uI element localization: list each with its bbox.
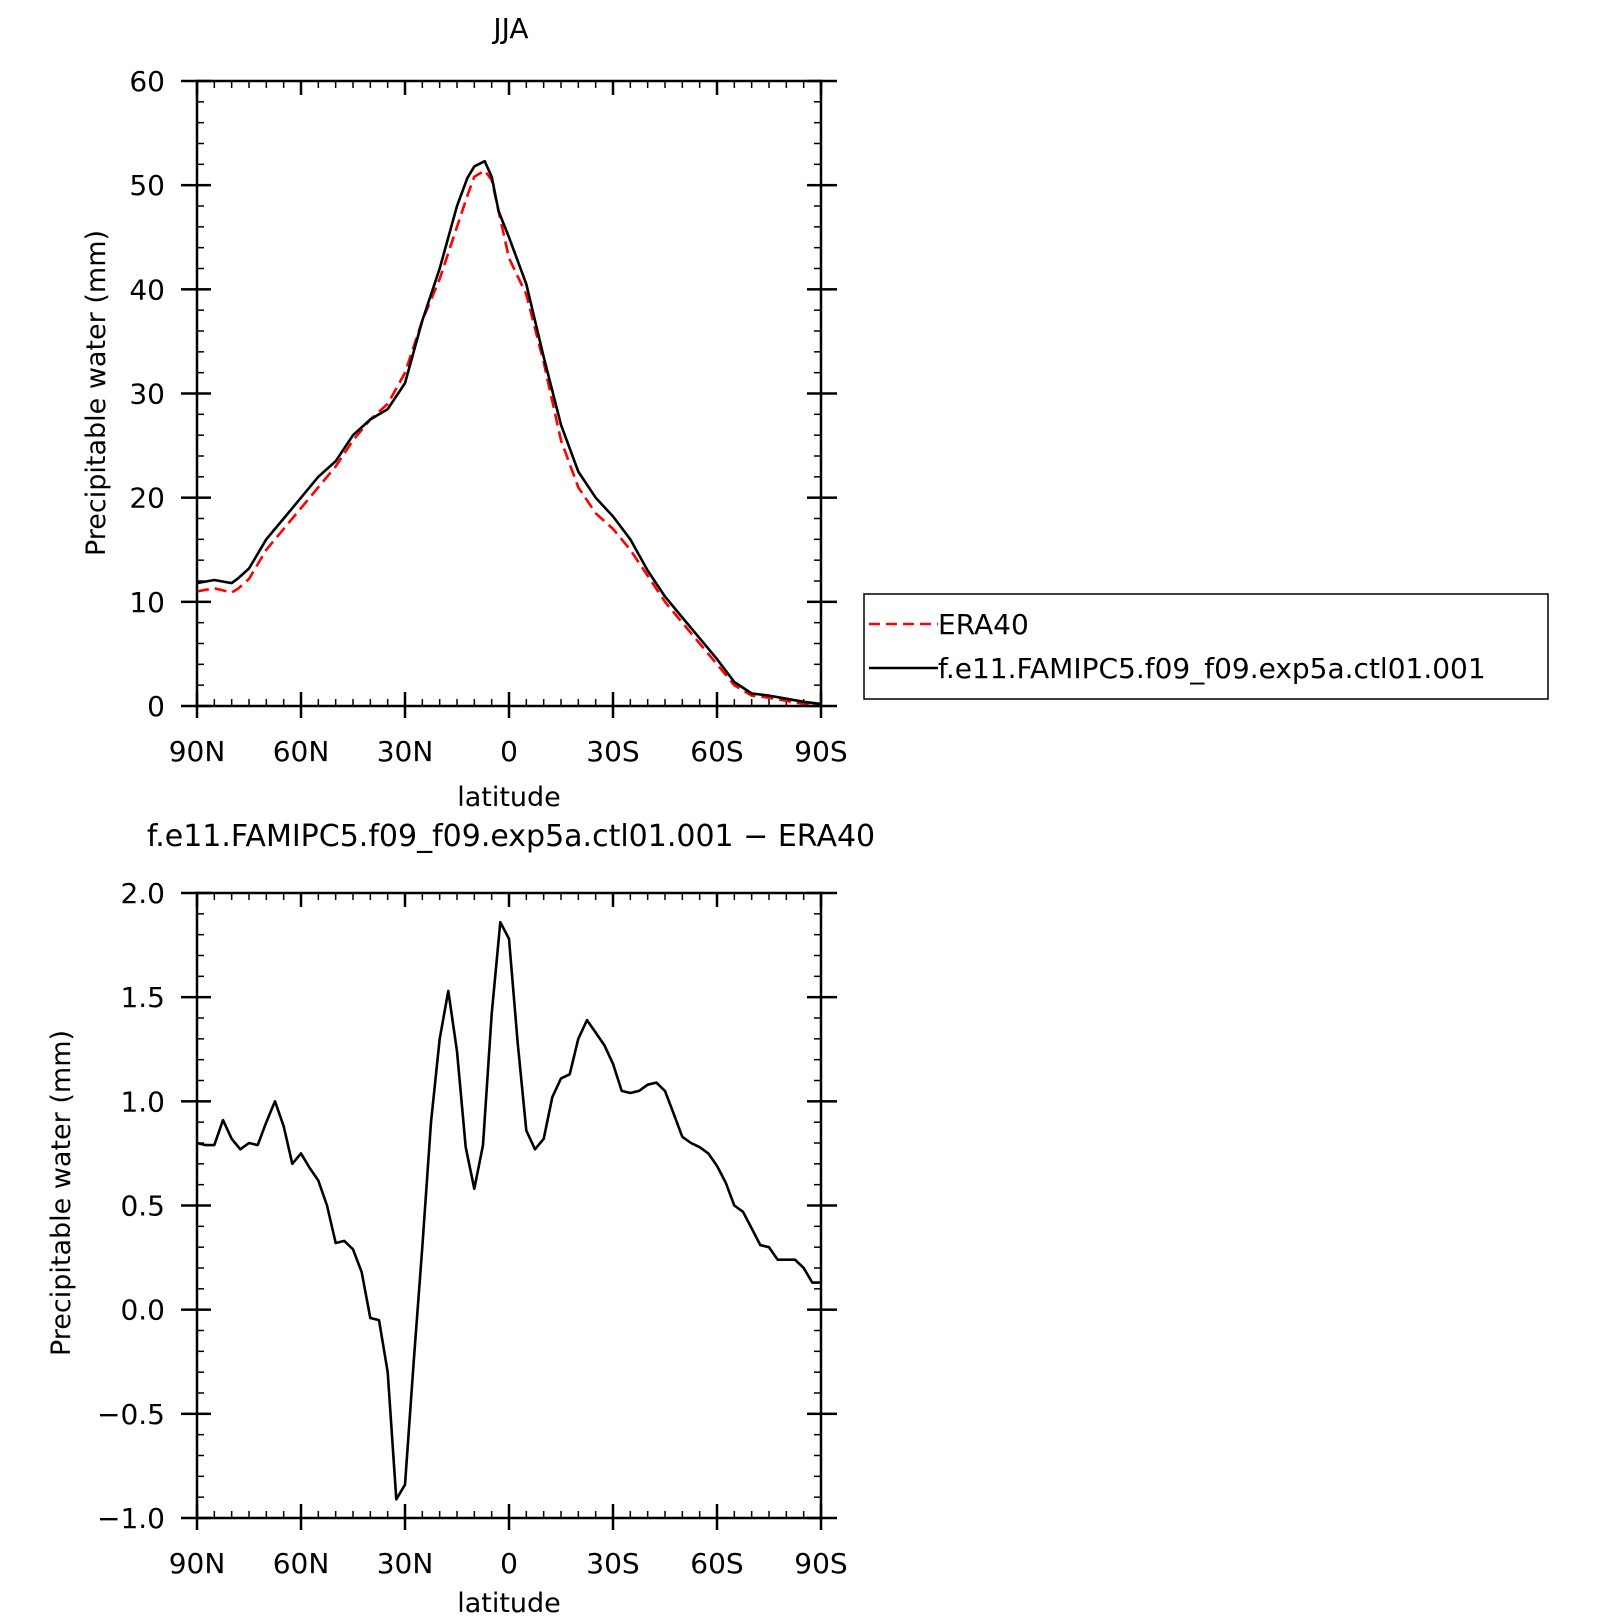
bottom-x-axis-label: latitude [457, 1588, 561, 1619]
bottom-x-tick-label: 30S [586, 1547, 639, 1580]
top-x-tick-label: 60S [690, 735, 743, 768]
top-x-tick-label: 90S [794, 735, 847, 768]
bottom-y-tick-label: −0.5 [97, 1398, 165, 1431]
panel-top: JJA 90N 60N 30N 0 30S 60S 90S 0 10 20 30 40 50 60 lat… [81, 12, 1549, 813]
bottom-x-tick-label: 90N [169, 1547, 226, 1580]
top-series-line-0 [196, 169, 822, 707]
bottom-y-tick-label: −1.0 [97, 1502, 165, 1535]
bottom-y-tick-label: 1.0 [120, 1085, 165, 1118]
top-x-axis-label: latitude [457, 782, 561, 813]
top-y-axis-label: Precipitable water (mm) [81, 230, 112, 556]
legend-label-model: f.e11.FAMIPC5.f09_f09.exp5a.ctl01.001 [938, 652, 1486, 685]
legend-label-era40: ERA40 [938, 608, 1029, 641]
bottom-y-tick-label: 1.5 [120, 981, 165, 1014]
legend: ERA40 f.e11.FAMIPC5.f09_f09.exp5a.ctl01.… [863, 593, 1549, 700]
bottom-y-axis-label: Precipitable water (mm) [46, 1030, 77, 1356]
top-ticks [181, 79, 837, 718]
top-y-tick-label: 10 [129, 586, 165, 619]
top-x-tick-label: 60N [273, 735, 330, 768]
top-y-tick-label: 60 [129, 65, 165, 98]
bottom-x-tick-label: 0 [500, 1547, 518, 1580]
bottom-series-line-0 [196, 920, 821, 1501]
bottom-tick-labels: 90N 60N 30N 0 30S 60S 90S −1.0 −0.5 0.0 0.5 1.0 1.5 2… [97, 877, 848, 1580]
top-y-tick-label: 20 [129, 482, 165, 515]
top-x-tick-label: 0 [500, 735, 518, 768]
bottom-x-tick-label: 60S [690, 1547, 743, 1580]
bottom-y-tick-label: 0.0 [120, 1294, 165, 1327]
bottom-x-tick-label: 90S [794, 1547, 847, 1580]
bottom-chart-title: f.e11.FAMIPC5.f09_f09.exp5a.ctl01.001 − … [147, 819, 875, 854]
top-tick-labels: 90N 60N 30N 0 30S 60S 90S 0 10 20 30 40 50 60 [129, 65, 847, 768]
top-y-tick-label: 0 [147, 690, 165, 723]
top-y-tick-label: 40 [129, 273, 165, 306]
legend-box [863, 593, 1549, 700]
top-chart-title: JJA [491, 12, 528, 45]
bottom-y-tick-label: 0.5 [120, 1190, 165, 1223]
bottom-y-tick-label: 2.0 [120, 877, 165, 910]
bottom-x-tick-label: 60N [273, 1547, 330, 1580]
top-x-tick-label: 30N [377, 735, 434, 768]
bottom-plot-frame [195, 891, 823, 1520]
top-y-tick-label: 30 [129, 378, 165, 411]
top-series-line-1 [196, 159, 822, 706]
bottom-series [196, 920, 821, 1501]
top-series [196, 159, 822, 707]
bottom-x-tick-label: 30N [377, 1547, 434, 1580]
top-y-tick-label: 50 [129, 169, 165, 202]
top-x-tick-label: 90N [169, 735, 226, 768]
panel-bottom: f.e11.FAMIPC5.f09_f09.exp5a.ctl01.001 − … [46, 819, 875, 1619]
top-plot-frame [195, 79, 823, 708]
bottom-ticks [181, 891, 837, 1530]
top-x-tick-label: 30S [586, 735, 639, 768]
